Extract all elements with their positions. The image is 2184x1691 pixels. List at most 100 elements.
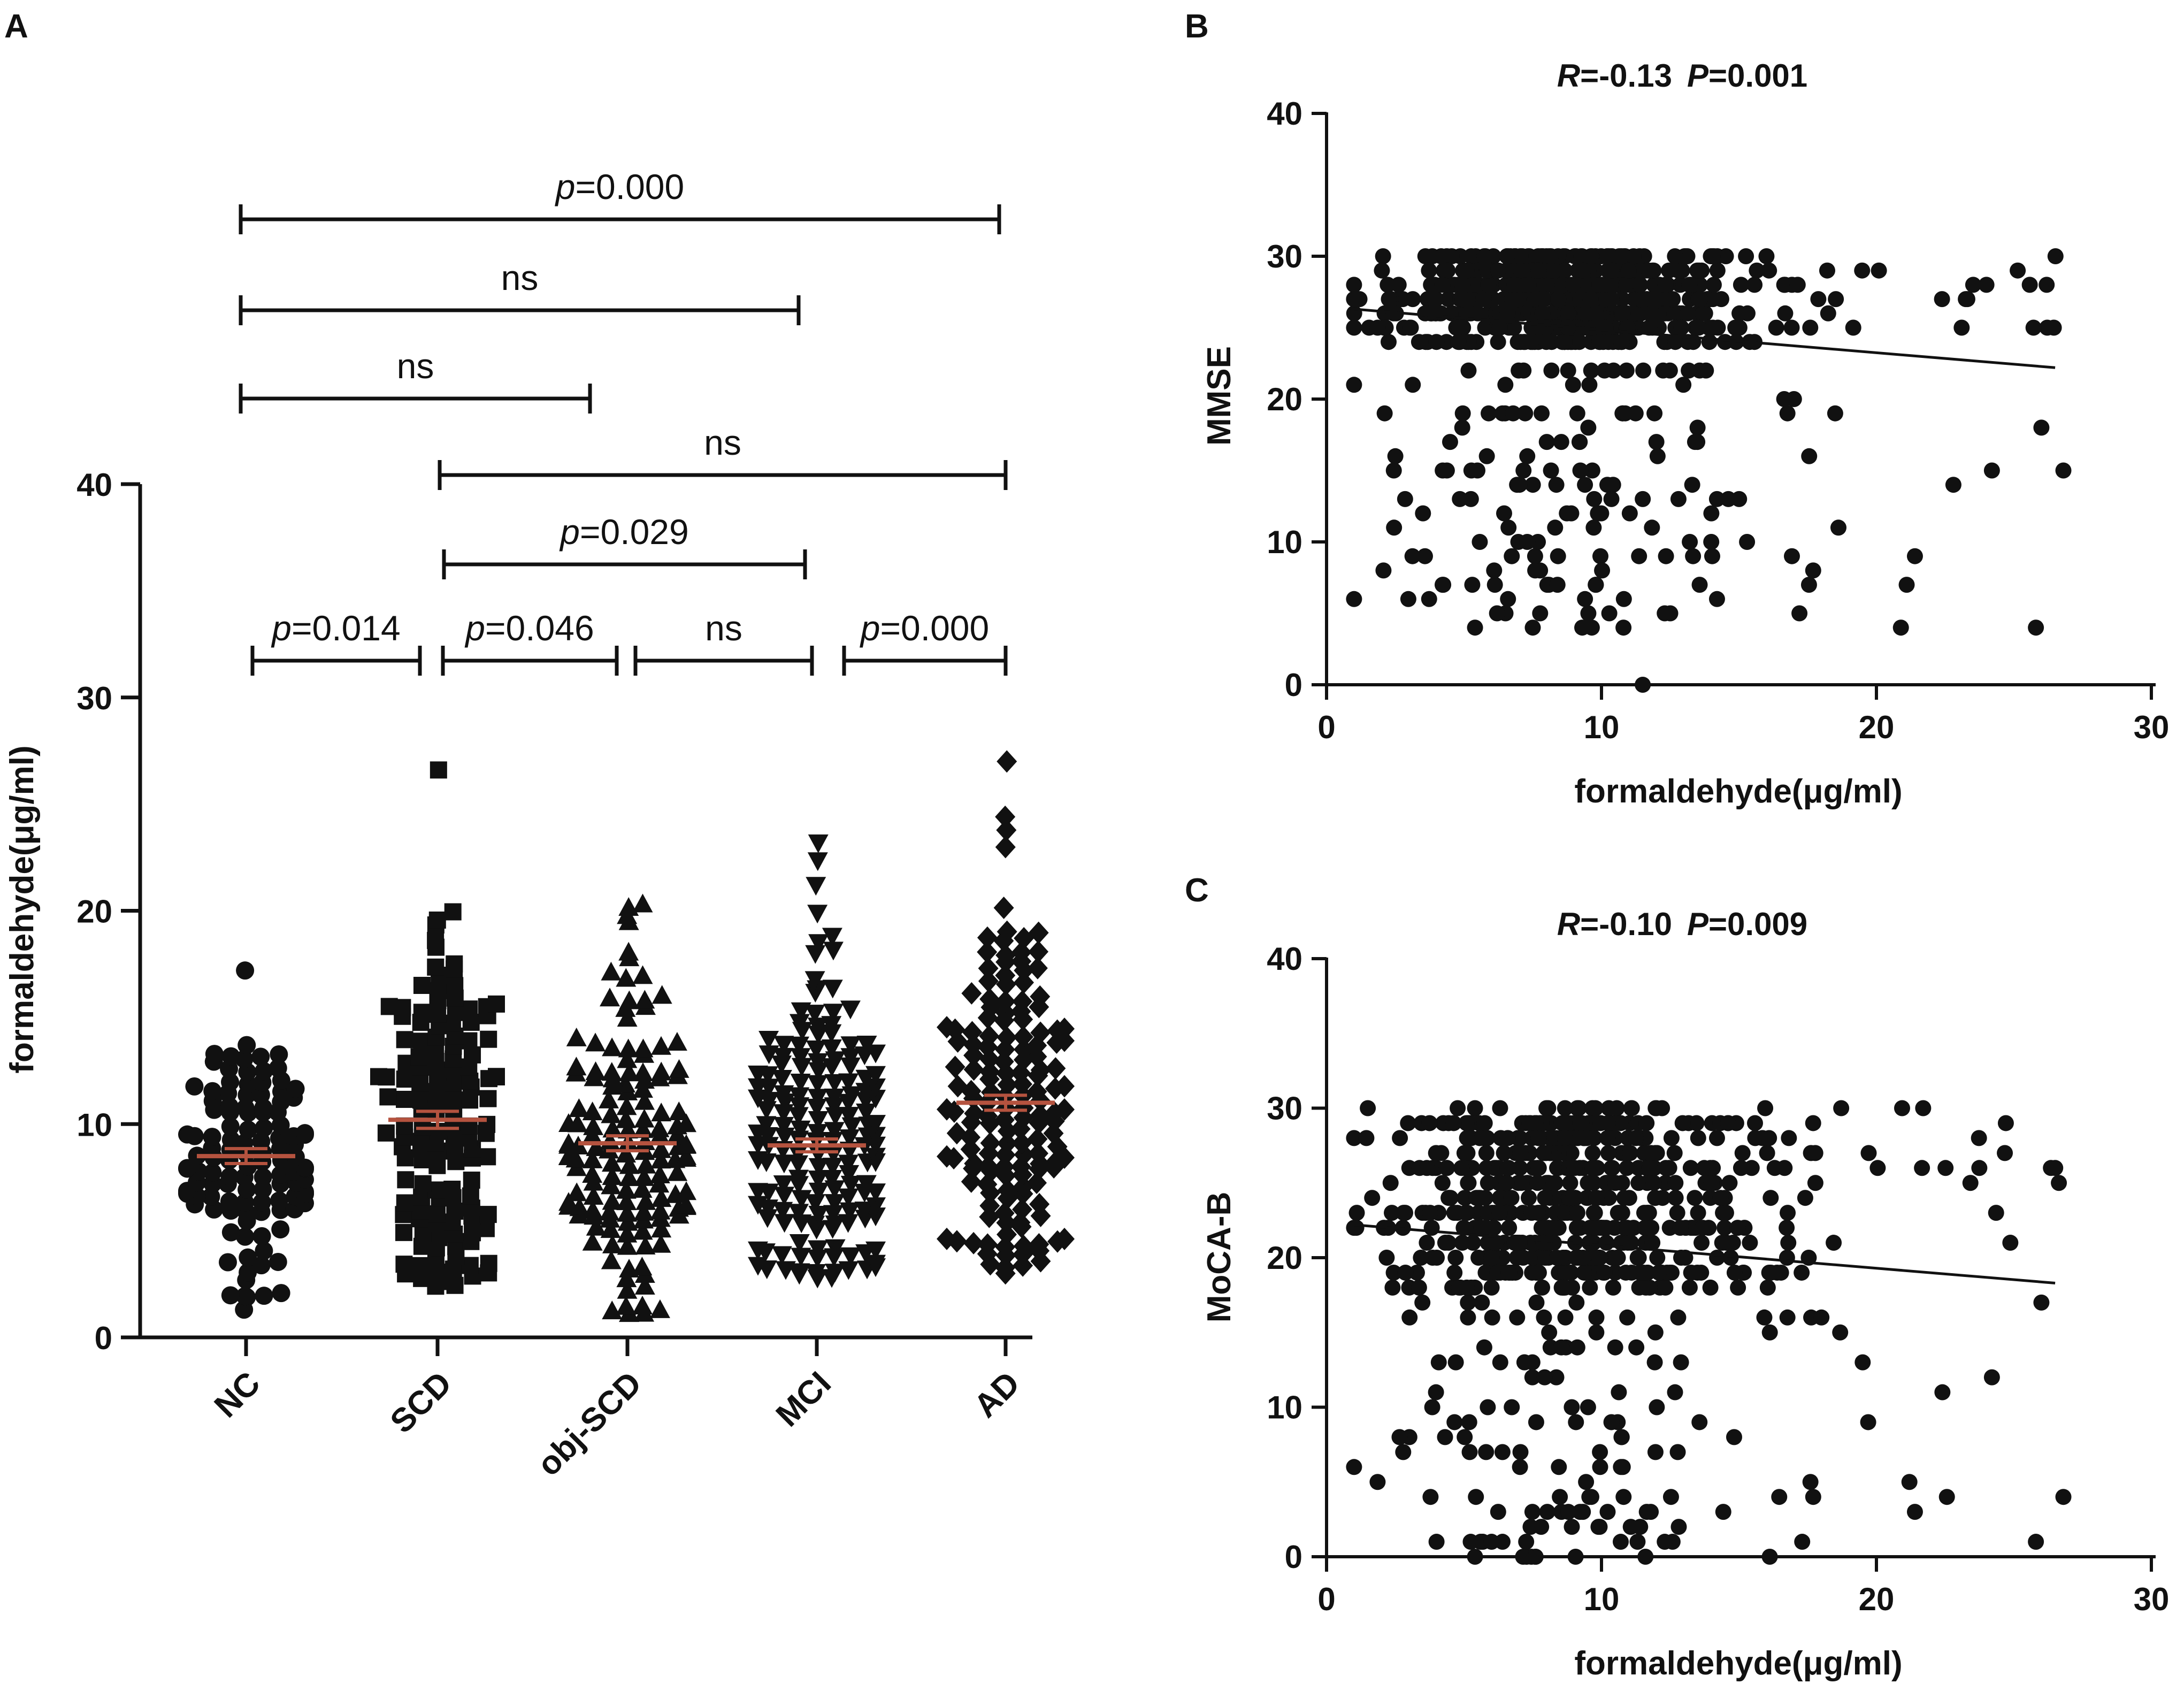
panel-a-data-point [808, 1205, 829, 1225]
panel-a-data-point [788, 1107, 809, 1126]
panel-b-x-axis-title: formaldehyde(μg/ml) [1574, 773, 1902, 810]
panel-b-data-point [1517, 405, 1534, 422]
panel-a-data-point [997, 1132, 1017, 1155]
panel-c-data-point [1422, 1205, 1438, 1221]
panel-c-data-point [1813, 1309, 1830, 1326]
panel-c-data-point [1747, 1115, 1764, 1131]
panel-c-data-point [1613, 1459, 1629, 1475]
panel-c-data-point [1607, 1339, 1623, 1356]
panel-b-data-point [1584, 462, 1600, 479]
panel-b-data-point [1403, 319, 1419, 336]
panel-b-data-point [1550, 291, 1567, 308]
panel-a-data-point [269, 1252, 287, 1271]
panel-c-data-point [1691, 1414, 1708, 1430]
panel-a-data-point [773, 1085, 794, 1104]
panel-b-data-point [2025, 319, 2042, 336]
panel-c-data-point [1437, 1429, 1453, 1445]
panel-b-data-point [1583, 248, 1599, 264]
panel-a-data-point [823, 1145, 844, 1164]
panel-a-data-point [669, 1101, 689, 1121]
panel-b-data-point [1830, 519, 1846, 536]
panel-c-data-point [1422, 1489, 1439, 1505]
panel-c-data-point [1666, 1145, 1683, 1161]
panel-b-data-point [1346, 291, 1362, 308]
panel-b-data-point [1898, 577, 1915, 593]
panel-a-data-point [993, 897, 1014, 920]
panel-a-data-point [804, 1005, 825, 1024]
panel-a-data-point [488, 1068, 505, 1085]
panel-b-data-point [1516, 334, 1533, 350]
panel-a-data-point [979, 1024, 1000, 1047]
panel-a-data-point [558, 1113, 579, 1132]
panel-a-data-point [411, 1074, 429, 1092]
panel-a-data-point [205, 1045, 224, 1063]
panel-c-regression-line [1354, 1223, 2056, 1285]
panel-c-data-point [2047, 1160, 2064, 1176]
panel-b-data-point [1563, 505, 1580, 522]
panel-c-data-point [1638, 1115, 1655, 1131]
panel-c-data-point [1408, 1264, 1425, 1281]
panel-a-data-point [823, 1205, 844, 1224]
panel-c-data-point [1382, 1175, 1399, 1191]
panel-a-data-point [566, 1057, 587, 1076]
panel-a-data-point [756, 1116, 777, 1135]
panel-c-data-point [1534, 1279, 1551, 1296]
panel-c-data-point [1670, 1309, 1687, 1326]
panel-c-data-point [1590, 1519, 1607, 1535]
panel-b-stat-text: R=-0.13 P=0.001 [1557, 58, 1807, 94]
panel-a-data-point [669, 1059, 689, 1078]
panel-b-data-point [1475, 291, 1492, 308]
panel-c-data-point [1612, 1115, 1629, 1131]
panel-a-data-point [808, 1111, 829, 1130]
panel-a-category-label: MCI [769, 1365, 838, 1434]
panel-c-data-point [1721, 1175, 1738, 1191]
panel-a-data-point [602, 1037, 623, 1057]
panel-a-data-point [617, 1008, 638, 1027]
panel-a-dot-plot: 0 10 20 30 40 formaldehyde(μg/ml) NC SCD obj-S… [4, 167, 1075, 1483]
panel-a-data-point [791, 1190, 812, 1209]
panel-a-data-point [1026, 1080, 1047, 1103]
panel-b-data-point [1906, 548, 1923, 564]
panel-a-data-point [961, 982, 982, 1005]
panel-a-bracket-label: p=0.000 [860, 608, 989, 648]
panel-b-x-tick-label: 10 [1584, 709, 1620, 745]
panel-a-data-point [583, 1116, 604, 1135]
panel-a-data-point [585, 1061, 606, 1081]
panel-c-data-point [1794, 1534, 1811, 1550]
panel-a-data-point [666, 1032, 687, 1051]
panel-a-bracket: ns [438, 423, 1008, 490]
panel-b-data-point [1791, 605, 1808, 622]
panel-c-data-point [1541, 1324, 1558, 1341]
panel-c-data-point [1644, 1235, 1661, 1251]
panel-b-regression-line [1354, 308, 2056, 369]
panel-a-data-point [651, 1219, 672, 1238]
panel-b-data-point [1380, 277, 1396, 293]
panel-a-data-point [1030, 1104, 1051, 1127]
panel-c-data-point [1807, 1145, 1823, 1161]
panel-c-data-point [1632, 1519, 1649, 1535]
panel-c-data-point [1476, 1339, 1492, 1356]
panel-a-data-point [1013, 1026, 1034, 1049]
panel-a-data-point [840, 1048, 861, 1067]
panel-c-data-point [1494, 1534, 1511, 1550]
panel-b-data-point [2055, 462, 2072, 479]
panel-c-data-point [1549, 1250, 1565, 1266]
panel-c-data-point [1623, 1100, 1640, 1116]
panel-c-data-point [1560, 1504, 1577, 1520]
panel-b-y-tick-label: 40 [1267, 96, 1302, 132]
panel-b-data-point [1575, 277, 1592, 293]
panel-c-data-point [1672, 1220, 1689, 1236]
panel-c-data-point [1384, 1279, 1401, 1296]
panel-c-data-point [1569, 1339, 1585, 1356]
panel-a-data-point [632, 1295, 653, 1314]
panel-a-data-point [488, 995, 505, 1013]
panel-a-data-point [1029, 1233, 1049, 1256]
panel-a-data-point [838, 1188, 859, 1207]
panel-c-data-point [1446, 1414, 1463, 1430]
panel-b-data-point [1428, 334, 1445, 350]
panel-a-data-point [1028, 1142, 1048, 1165]
panel-c-data-point [1616, 1190, 1633, 1206]
panel-a-data-point [865, 1207, 886, 1227]
panel-b-data-point [1497, 377, 1514, 393]
panel-c-y-tick-label: 10 [1267, 1390, 1302, 1426]
